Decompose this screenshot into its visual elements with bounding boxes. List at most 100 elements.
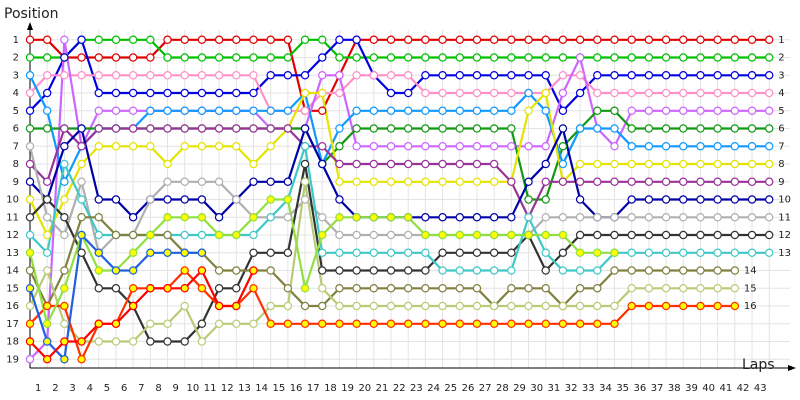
point bbox=[713, 301, 722, 311]
point bbox=[455, 124, 464, 133]
point bbox=[369, 124, 379, 133]
point bbox=[472, 213, 482, 222]
point bbox=[94, 284, 103, 293]
point bbox=[507, 71, 516, 80]
point bbox=[421, 71, 430, 80]
x-tick-label: 39 bbox=[685, 383, 698, 394]
point bbox=[558, 106, 568, 115]
x-axis-title: Laps bbox=[742, 357, 775, 373]
y-tick-label: 2 bbox=[13, 53, 19, 64]
point bbox=[232, 230, 241, 240]
point bbox=[696, 230, 705, 240]
point bbox=[541, 266, 550, 275]
point bbox=[541, 284, 550, 293]
point bbox=[300, 195, 310, 204]
point bbox=[60, 337, 69, 346]
point bbox=[318, 213, 327, 222]
point bbox=[558, 230, 568, 240]
point bbox=[335, 195, 344, 204]
x-tick-label: 21 bbox=[376, 383, 389, 394]
point bbox=[404, 71, 413, 80]
point bbox=[111, 71, 121, 80]
y-tick-label: 3 bbox=[13, 70, 19, 81]
point bbox=[696, 177, 705, 186]
point bbox=[541, 159, 550, 169]
point bbox=[25, 230, 35, 240]
point bbox=[60, 355, 69, 364]
point bbox=[318, 248, 327, 257]
point bbox=[77, 248, 86, 257]
point bbox=[489, 35, 499, 44]
point bbox=[644, 301, 654, 311]
point bbox=[283, 53, 293, 62]
point bbox=[696, 124, 705, 133]
point bbox=[558, 88, 568, 98]
point bbox=[593, 71, 602, 80]
point bbox=[77, 213, 86, 222]
point bbox=[369, 35, 379, 44]
point bbox=[489, 53, 499, 62]
point bbox=[575, 284, 585, 293]
point bbox=[369, 319, 379, 328]
point bbox=[386, 266, 396, 275]
point bbox=[60, 35, 69, 44]
point bbox=[541, 213, 550, 222]
point bbox=[575, 266, 585, 275]
point bbox=[300, 71, 310, 80]
point bbox=[524, 88, 533, 98]
point bbox=[679, 213, 688, 222]
point bbox=[163, 230, 172, 240]
point bbox=[197, 88, 207, 98]
point bbox=[42, 35, 52, 44]
point bbox=[575, 35, 585, 44]
point bbox=[627, 35, 636, 44]
point bbox=[661, 284, 671, 293]
point bbox=[300, 177, 310, 186]
point bbox=[111, 337, 121, 346]
point bbox=[713, 195, 722, 204]
point bbox=[472, 230, 482, 240]
point bbox=[644, 142, 654, 151]
point bbox=[300, 159, 310, 169]
y-tick-label: 16 bbox=[6, 301, 19, 312]
point bbox=[472, 88, 482, 98]
point bbox=[438, 213, 447, 222]
point bbox=[765, 177, 774, 186]
x-tick-label: 25 bbox=[444, 383, 457, 394]
point bbox=[214, 35, 224, 44]
point bbox=[765, 53, 774, 62]
point bbox=[524, 213, 533, 222]
point bbox=[94, 213, 103, 222]
point bbox=[661, 266, 671, 275]
point bbox=[679, 301, 688, 311]
point bbox=[197, 230, 207, 240]
point bbox=[146, 284, 155, 293]
point bbox=[25, 71, 35, 80]
x-tick-label: 37 bbox=[651, 383, 664, 394]
point bbox=[42, 355, 52, 364]
point bbox=[163, 53, 172, 62]
point bbox=[472, 106, 482, 115]
point bbox=[421, 248, 430, 257]
series-line bbox=[29, 268, 255, 361]
point bbox=[679, 284, 688, 293]
point bbox=[575, 177, 585, 186]
point bbox=[627, 177, 636, 186]
point bbox=[318, 266, 327, 275]
point bbox=[730, 71, 740, 80]
point bbox=[214, 177, 224, 186]
y-tick-label: 12 bbox=[6, 230, 19, 241]
point bbox=[765, 159, 774, 169]
point bbox=[404, 35, 413, 44]
y-tick-label: 13 bbox=[6, 248, 19, 259]
point bbox=[421, 106, 430, 115]
point bbox=[455, 35, 464, 44]
point bbox=[369, 213, 379, 222]
point bbox=[489, 106, 499, 115]
point bbox=[593, 319, 602, 328]
point bbox=[180, 142, 189, 151]
point bbox=[421, 35, 430, 44]
x-tick-label: 35 bbox=[616, 383, 629, 394]
point bbox=[352, 177, 361, 186]
point bbox=[386, 213, 396, 222]
